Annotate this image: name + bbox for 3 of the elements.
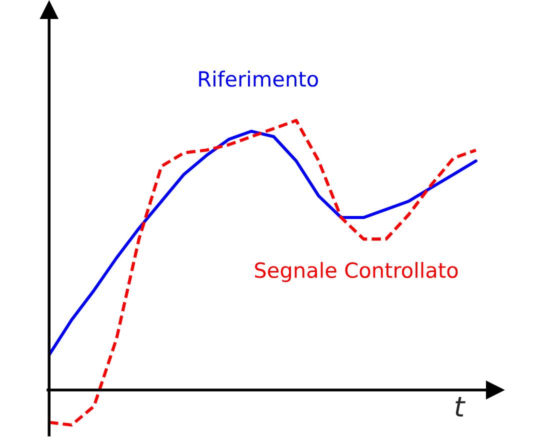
- text: Riferimento: [199, 70, 318, 87]
- x-axis-title: t: [456, 396, 466, 416]
- series-label: Segnale Controllato: [254, 262, 458, 282]
